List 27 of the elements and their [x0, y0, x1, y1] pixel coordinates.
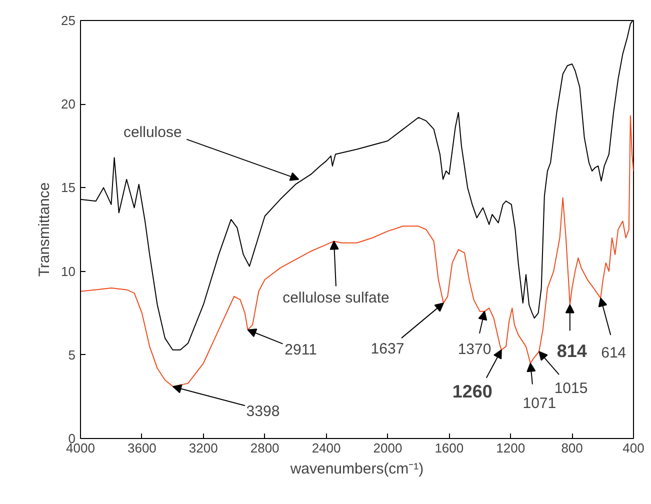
- y-axis-title: Transmittance: [36, 182, 54, 277]
- x-tick-label: 3600: [127, 440, 156, 456]
- annotation: 1015: [554, 380, 588, 398]
- y-tick-label: 25: [61, 13, 76, 28]
- y-tick-label: 15: [61, 180, 76, 196]
- annotation: 1071: [522, 394, 556, 412]
- annotation: 2911: [284, 341, 317, 358]
- x-tick-label: 1600: [434, 440, 464, 456]
- y-tick-label: 5: [68, 347, 76, 362]
- annotation: 1637: [370, 340, 404, 358]
- y-tick-label: 20: [61, 96, 76, 112]
- annotation: 1370: [458, 340, 492, 358]
- x-axis-title: wavenumbers(cm⁻¹): [289, 460, 424, 478]
- x-tick-label: 400: [622, 440, 644, 456]
- annotation: cellulose: [123, 124, 182, 141]
- y-tick-label: 10: [61, 264, 76, 279]
- annotation: 814: [556, 341, 587, 362]
- annotation: cellulose sulfate: [282, 290, 390, 307]
- x-tick-label: 1200: [496, 440, 526, 456]
- x-tick-label: 2400: [312, 440, 341, 456]
- x-tick-label: 3200: [188, 440, 218, 456]
- x-tick-label: 800: [561, 440, 583, 456]
- annotation: 3398: [246, 403, 280, 420]
- x-tick-label: 2000: [373, 440, 402, 456]
- annotation: 614: [601, 344, 626, 362]
- annotation: 1260: [452, 381, 492, 402]
- x-tick-label: 2800: [250, 440, 280, 456]
